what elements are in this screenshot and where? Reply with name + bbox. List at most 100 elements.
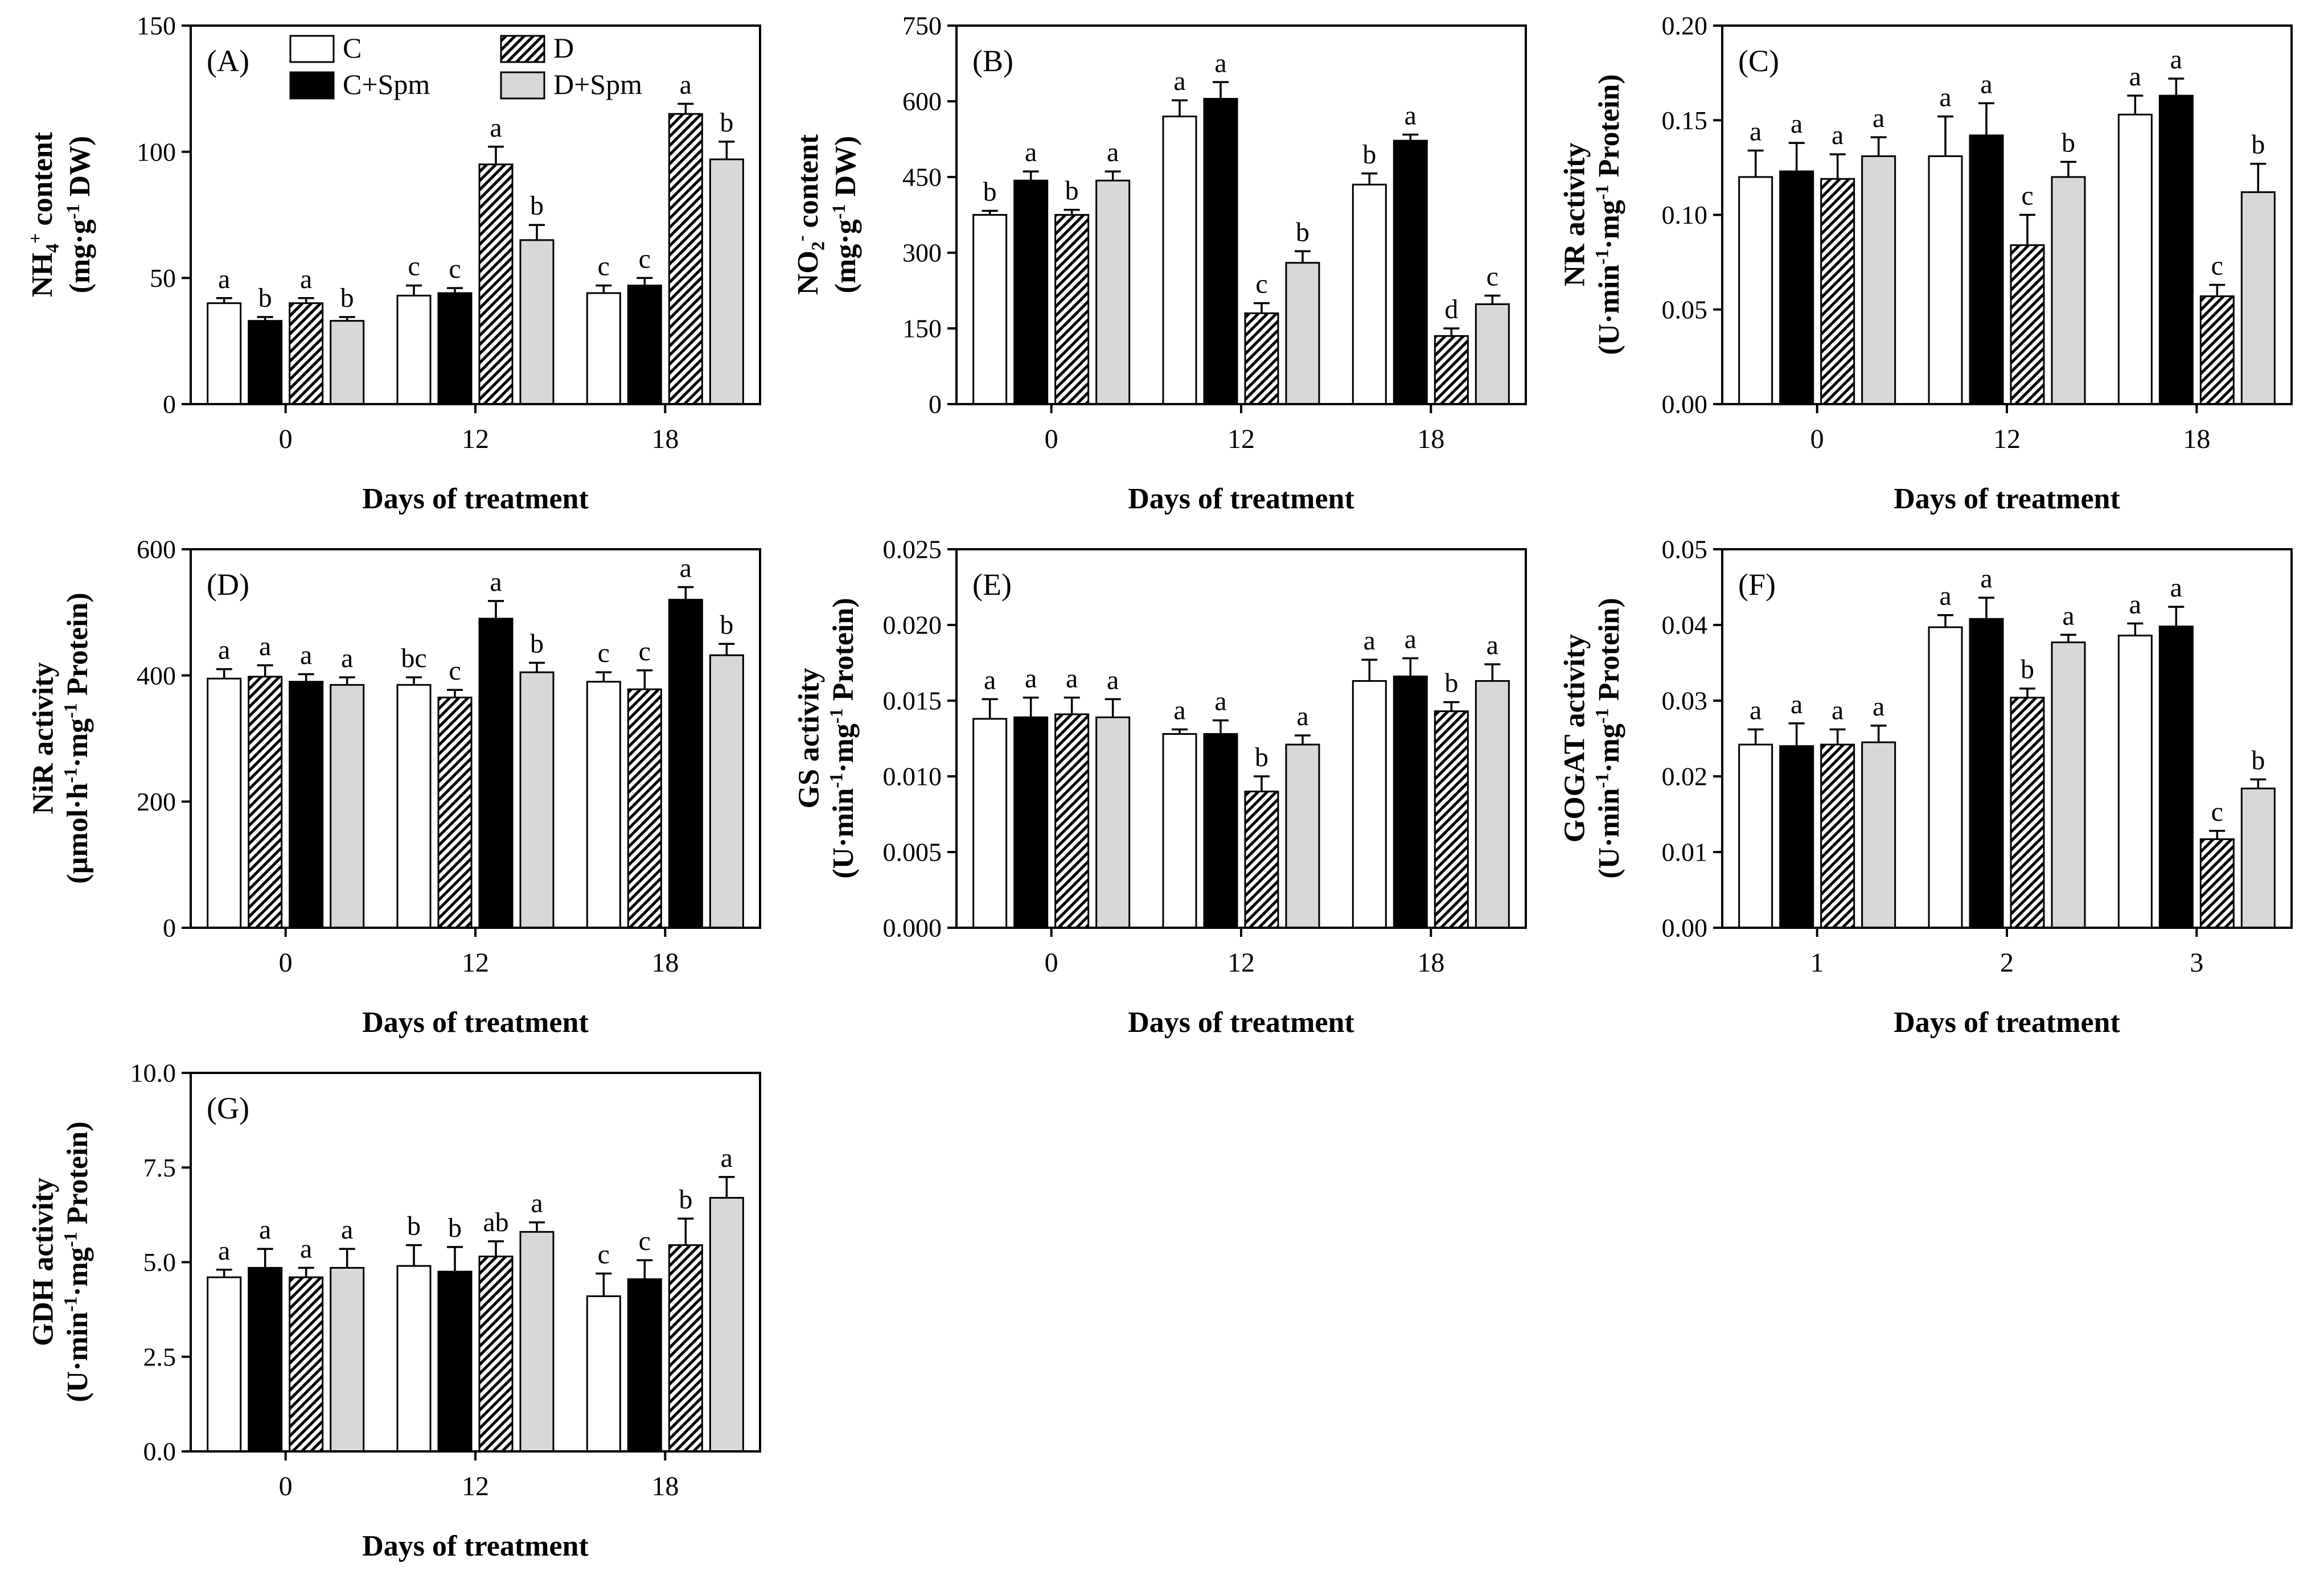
y-tick-label: 300 (902, 238, 942, 268)
bar-D-day18 (1434, 710, 1469, 929)
significance-letter: b (2021, 655, 2034, 685)
bar-D+Spm-day12 (1285, 262, 1320, 405)
error-bar (596, 671, 612, 682)
error-bar (1064, 696, 1080, 714)
significance-letter: ab (483, 1207, 508, 1237)
chart-svg: baba0aacb12badc180150300450600750(B)Days… (902, 11, 1527, 515)
significance-letter: c (598, 1239, 610, 1269)
plot-border (955, 24, 1527, 405)
significance-letter: a (1791, 689, 1802, 719)
significance-letter: b (258, 283, 272, 313)
y-axis-label: GOGAT activity (U·min-1·mg-1 Protein) (1558, 598, 1626, 879)
significance-letter: a (259, 1215, 271, 1245)
bar-C-day0 (972, 718, 1008, 929)
x-axis-label: Days of treatment (1128, 1006, 1354, 1039)
bar-C+Spm-day12 (437, 292, 473, 405)
error-bar (718, 1176, 735, 1198)
y-axis-label: NO2- content (mg·g-1 DW) (790, 134, 862, 295)
bar-C-day0 (972, 214, 1008, 405)
panel-tag: (F) (1738, 567, 1776, 602)
bar-D-day18 (668, 1244, 703, 1453)
significance-letter: a (218, 635, 230, 665)
error-bar (718, 643, 735, 656)
significance-letter: c (2211, 251, 2223, 281)
legend-label: C (343, 32, 362, 64)
bar-C+Spm-day12 (478, 618, 514, 929)
significance-letter: a (2170, 573, 2182, 603)
y-tick-label: 0 (929, 390, 942, 419)
error-bar (1213, 81, 1229, 99)
bar-D-day0 (1054, 713, 1090, 929)
x-tick-label: 0 (279, 948, 293, 978)
significance-letter: c (639, 1226, 651, 1256)
significance-letter: bc (401, 643, 426, 673)
significance-letter: a (300, 264, 312, 294)
bar-C-day18 (586, 292, 621, 405)
significance-letter: c (1487, 261, 1498, 291)
y-tick-label: 0.0 (143, 1437, 176, 1466)
error-bar (1937, 614, 1953, 627)
significance-letter: b (1065, 176, 1079, 206)
y-tick-label: 0.15 (1662, 106, 1708, 135)
x-axis-label: Days of treatment (1894, 483, 2120, 515)
bar-D+Spm-day18 (1475, 303, 1510, 405)
bar-C+Spm-day12 (1203, 733, 1238, 929)
panel-tag: (C) (1738, 44, 1779, 78)
significance-letter: a (2170, 44, 2182, 75)
bar-D-day0 (1054, 214, 1090, 405)
y-axis-label: NiR activity (µmol·h-1·mg-1 Protein) (27, 593, 95, 884)
bar-D+Spm-day18 (709, 1196, 744, 1453)
error-bar (596, 1272, 612, 1297)
bar-C+Spm-day18 (2158, 94, 2194, 405)
error-bar (298, 1266, 314, 1278)
y-axis-label: NR activity (U·min-1·mg-1 Protein) (1558, 74, 1626, 355)
bar-D-day0 (1820, 178, 1855, 405)
chart-svg: a a a a1aaba2aacb30.000.010.020.030.040.05(… (1662, 535, 2293, 1039)
error-bar (1361, 172, 1378, 185)
bar-C-day18 (2117, 113, 2153, 405)
error-bar (529, 1221, 545, 1232)
significance-letter: a (1107, 137, 1119, 167)
significance-letter: a (1939, 83, 1951, 113)
bar-C+Spm-day12 (1969, 134, 2004, 405)
significance-letter: a (680, 69, 692, 100)
error-bar (1361, 659, 1378, 681)
error-bar (1788, 722, 1805, 746)
significance-letter: c (598, 252, 610, 282)
error-bar (596, 284, 612, 293)
significance-letter: b (1255, 742, 1268, 772)
significance-letter: b (530, 629, 544, 659)
bar-D+Spm-day0 (1095, 716, 1131, 929)
y-tick-label: 0.025 (883, 535, 942, 564)
significance-letter: c (598, 638, 610, 668)
bar-C-day18 (586, 681, 621, 929)
significance-letter: a (680, 553, 692, 583)
legend-swatch-D+Spm (500, 71, 545, 100)
error-bar (2250, 162, 2266, 192)
legend-label: D+Spm (553, 68, 642, 100)
bar-C+Spm-day3 (2158, 626, 2194, 929)
bar-C+Spm-day0 (248, 1266, 283, 1453)
legend-swatch-C+Spm (289, 71, 335, 100)
significance-letter: a (721, 1143, 733, 1173)
bar-D+Spm-day1 (1861, 741, 1896, 929)
error-bar (488, 1240, 504, 1257)
error-bar (298, 297, 314, 303)
bar-C-day18 (586, 1295, 621, 1453)
bar-D+Spm-day12 (1285, 743, 1320, 929)
x-tick-label: 12 (1227, 948, 1255, 978)
y-tick-label: 0.20 (1662, 11, 1708, 40)
x-tick-label: 1 (1810, 948, 1824, 978)
significance-letter: a (1214, 48, 1226, 78)
error-bar (488, 146, 504, 164)
plot-border (955, 548, 1527, 929)
error-bar (2060, 161, 2076, 177)
error-bar (339, 676, 355, 685)
y-tick-label: 0.02 (1662, 762, 1708, 791)
y-tick-label: 200 (137, 787, 176, 816)
bar-D+Spm-day3 (2240, 787, 2276, 929)
panel-tag: (G) (207, 1091, 249, 1125)
significance-letter: a (1980, 69, 1992, 99)
